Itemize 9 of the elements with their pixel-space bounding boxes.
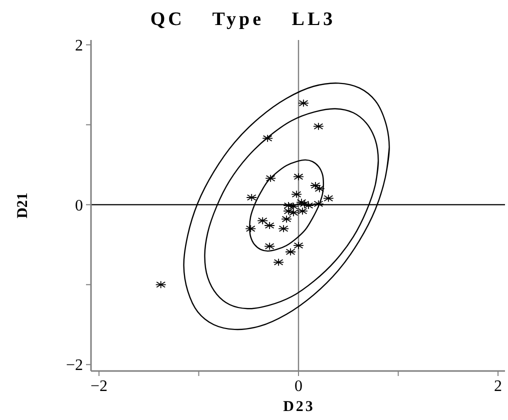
x-axis-title: D23 — [283, 399, 315, 415]
x-tick-label: 0 — [294, 378, 302, 395]
y-tick-label: 2 — [75, 37, 83, 54]
y-tick-label: −2 — [66, 357, 83, 374]
x-tick-label: 2 — [494, 378, 502, 395]
y-tick-label: 0 — [75, 197, 83, 214]
y-axis-title: D21 — [15, 192, 31, 218]
x-tick-label: −2 — [90, 378, 108, 395]
chart-title: QC Type LL3 — [150, 9, 336, 30]
